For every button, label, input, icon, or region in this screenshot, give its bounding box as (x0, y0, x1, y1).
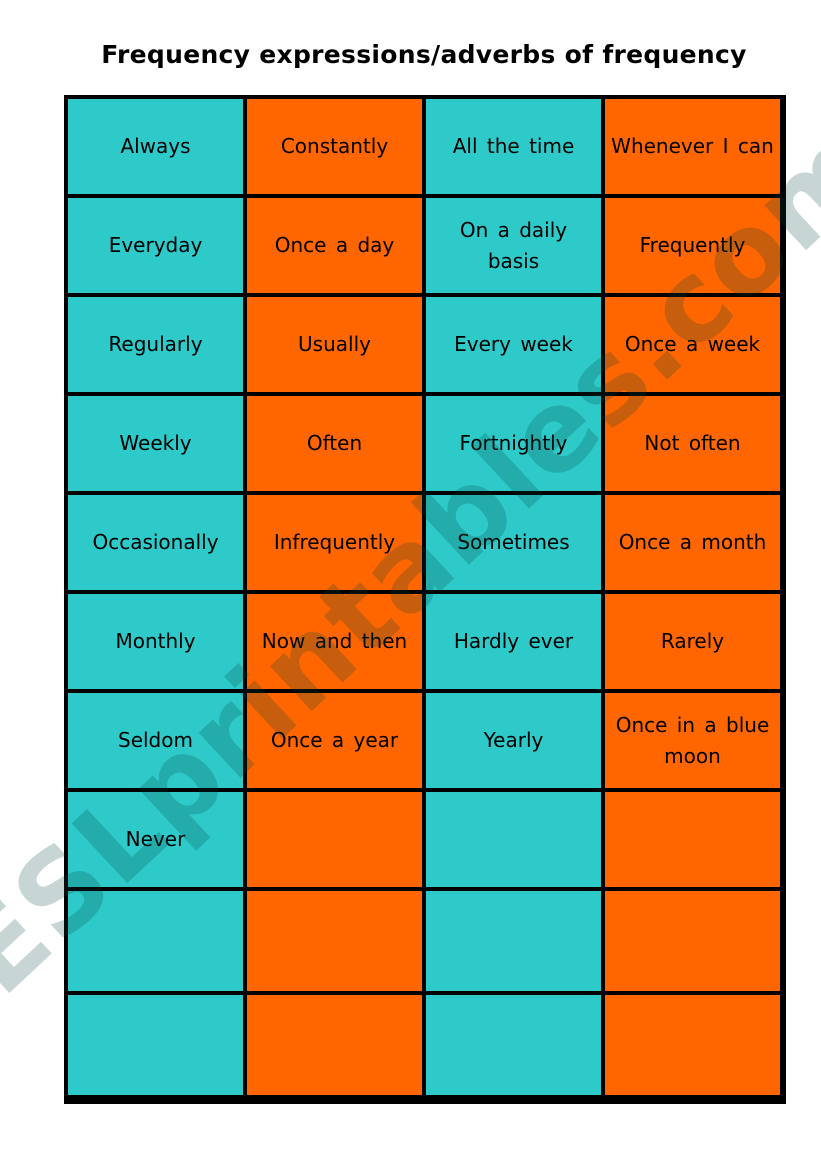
grid-cell: Frequently (605, 198, 780, 293)
grid-cell: Every week (426, 297, 601, 392)
grid-cell: Not often (605, 396, 780, 491)
grid-cell: Once a month (605, 495, 780, 590)
grid-cell: Once a week (605, 297, 780, 392)
grid-cell (426, 995, 601, 1095)
grid-cell (247, 792, 422, 887)
grid-cell (605, 995, 780, 1095)
grid-cell: Hardly ever (426, 594, 601, 689)
grid-cell (605, 792, 780, 887)
grid-cell (247, 995, 422, 1095)
grid-cell (68, 891, 243, 991)
grid-cell: Monthly (68, 594, 243, 689)
grid-cell: Often (247, 396, 422, 491)
expression-grid: Always Constantly All the time Whenever … (64, 95, 786, 1104)
grid-cell: Weekly (68, 396, 243, 491)
grid-cell: On a daily basis (426, 198, 601, 293)
grid-cell: Never (68, 792, 243, 887)
grid-cell (426, 891, 601, 991)
grid-cell: Yearly (426, 693, 601, 788)
grid-cell: Usually (247, 297, 422, 392)
grid-cell: Regularly (68, 297, 243, 392)
grid-cell: Rarely (605, 594, 780, 689)
grid-cell: All the time (426, 99, 601, 194)
grid-cell: Once a year (247, 693, 422, 788)
grid-cell: Sometimes (426, 495, 601, 590)
grid-cell: Seldom (68, 693, 243, 788)
grid-cell: Fortnightly (426, 396, 601, 491)
grid-cell (605, 891, 780, 991)
grid-cell (247, 891, 422, 991)
grid-cell (68, 995, 243, 1095)
grid-cell (426, 792, 601, 887)
grid-cell: Whenever I can (605, 99, 780, 194)
page-title: Frequency expressions/adverbs of frequen… (101, 40, 747, 69)
grid-cell: Occasionally (68, 495, 243, 590)
grid-cell: Once in a blue moon (605, 693, 780, 788)
grid-cell: Now and then (247, 594, 422, 689)
grid-cell: Everyday (68, 198, 243, 293)
grid-cell: Always (68, 99, 243, 194)
grid-cell: Infrequently (247, 495, 422, 590)
grid-cell: Once a day (247, 198, 422, 293)
grid-cell: Constantly (247, 99, 422, 194)
